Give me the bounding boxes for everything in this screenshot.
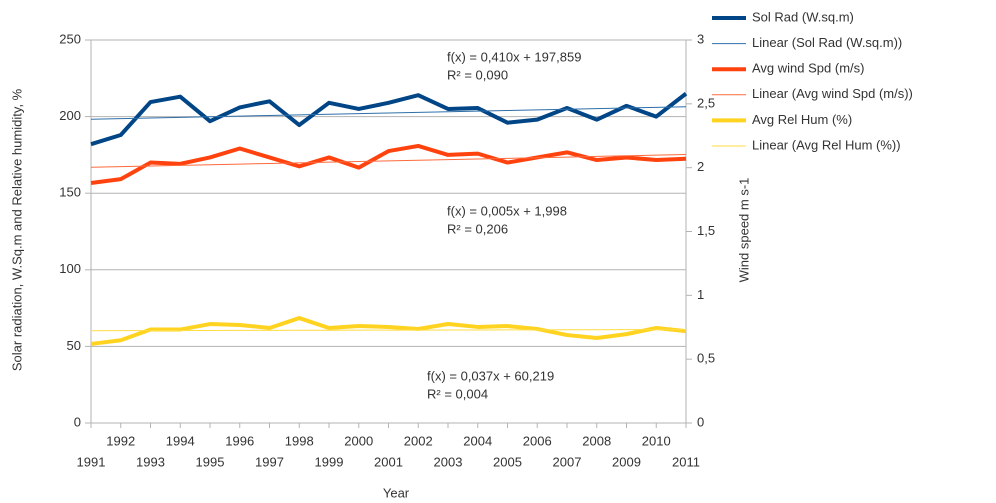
- legend-label: Avg Rel Hum (%): [752, 112, 852, 127]
- annotation: f(x) = 0,410x + 197,859: [447, 49, 581, 64]
- x-axis-label: Year: [383, 485, 410, 500]
- y2-tick-label: 0: [697, 414, 704, 429]
- y-tick-label: 200: [59, 108, 81, 123]
- x-tick-label: 1997: [255, 454, 284, 469]
- y2-tick-label: 1,5: [697, 223, 715, 238]
- x-tick-label: 2011: [672, 454, 700, 469]
- legend-label: Avg wind Spd (m/s): [752, 61, 864, 76]
- x-tick-label: 2005: [493, 454, 522, 469]
- legend-label: Linear (Avg Rel Hum (%)): [752, 137, 901, 152]
- trend-line: [90, 329, 687, 332]
- annotation: R² = 0,206: [447, 221, 508, 236]
- x-tick-label: 2004: [463, 433, 492, 448]
- x-tick-label: 2007: [553, 454, 582, 469]
- series-line: [90, 143, 687, 185]
- x-tick-label: 1995: [196, 454, 225, 469]
- trend-line: [90, 106, 687, 120]
- y-tick-label: 150: [59, 185, 81, 200]
- x-tick-label: 2008: [582, 433, 611, 448]
- y2-tick-label: 2,5: [697, 95, 715, 110]
- y-tick-label: 0: [74, 414, 81, 429]
- y-tick-label: 50: [67, 338, 81, 353]
- x-tick-label: 2010: [642, 433, 671, 448]
- trend-line: [90, 154, 687, 168]
- x-tick-label: 2009: [612, 454, 641, 469]
- x-tick-label: 1994: [166, 433, 195, 448]
- x-tick-label: 2000: [344, 433, 373, 448]
- series-line: [90, 316, 687, 346]
- y2-tick-label: 0,5: [697, 351, 715, 366]
- annotation: R² = 0,090: [447, 67, 508, 82]
- x-tick-label: 1996: [225, 433, 254, 448]
- annotation: f(x) = 0,005x + 1,998: [447, 203, 567, 218]
- y2-tick-label: 2: [697, 159, 704, 174]
- x-tick-label: 1993: [136, 454, 165, 469]
- x-tick-label: 1992: [106, 433, 135, 448]
- y-tick-label: 100: [59, 261, 81, 276]
- x-tick-label: 2002: [404, 433, 433, 448]
- x-tick-label: 1991: [77, 454, 106, 469]
- annotation: f(x) = 0,037x + 60,219: [427, 368, 554, 383]
- y2-axis-label: Wind speed m s-1: [736, 178, 751, 283]
- y-axis-label: Solar radiation, W.Sq.m and Relative hum…: [9, 88, 24, 371]
- y2-tick-label: 1: [697, 287, 704, 302]
- legend-label: Linear (Sol Rad (W.sq.m)): [752, 35, 902, 50]
- x-tick-label: 2003: [434, 454, 463, 469]
- y2-tick-label: 3: [697, 31, 704, 46]
- y-tick-label: 250: [59, 31, 81, 46]
- x-tick-label: 1999: [315, 454, 344, 469]
- legend-label: Sol Rad (W.sq.m): [752, 9, 854, 24]
- series-line: [90, 92, 688, 147]
- annotation: R² = 0,004: [427, 386, 488, 401]
- x-tick-label: 2006: [523, 433, 552, 448]
- legend-label: Linear (Avg wind Spd (m/s)): [752, 86, 913, 101]
- x-tick-label: 2001: [374, 454, 403, 469]
- x-tick-label: 1998: [285, 433, 314, 448]
